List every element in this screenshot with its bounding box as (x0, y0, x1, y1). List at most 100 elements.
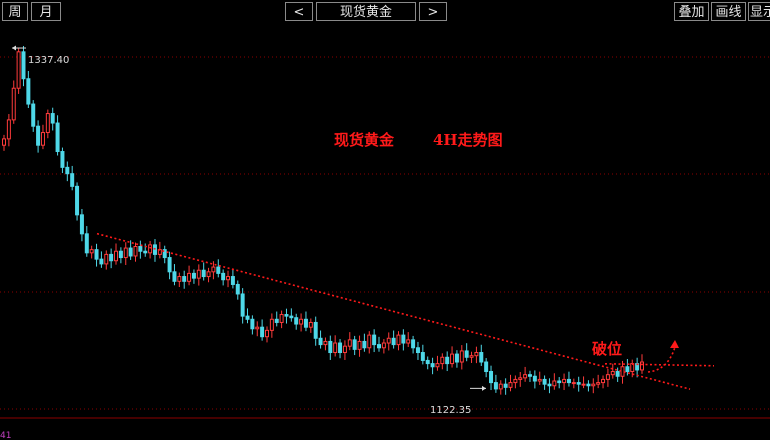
candle-body (425, 359, 430, 365)
candle-body (552, 380, 557, 387)
candle-body (196, 269, 201, 279)
candle (591, 378, 596, 394)
candle-body (274, 318, 279, 323)
candle-body (484, 361, 489, 373)
candle (221, 269, 226, 286)
breakout-arrowhead (670, 340, 679, 348)
candle-body (498, 383, 503, 390)
next-symbol-button[interactable]: > (419, 2, 447, 21)
candle-body (367, 334, 372, 349)
candle-body (547, 383, 552, 387)
candle (70, 165, 75, 191)
candle (6, 114, 11, 147)
candle (425, 356, 430, 370)
max-price-arrowhead (12, 45, 16, 51)
candle (566, 371, 571, 387)
annotation-lines (12, 45, 715, 391)
candle-body (206, 271, 211, 278)
overlay-button[interactable]: 叠加 (674, 2, 709, 21)
week-period-button[interactable]: 周 (2, 2, 28, 21)
candle (123, 242, 128, 266)
candle (303, 311, 308, 332)
candle-body (187, 272, 192, 282)
candle (367, 331, 372, 354)
max-price-label: 1337.40 (28, 55, 69, 66)
candle-body (323, 340, 328, 346)
candle-body (138, 245, 143, 252)
candle (177, 272, 182, 288)
candle (289, 308, 294, 322)
candle-body (566, 378, 571, 384)
candle (362, 333, 367, 352)
candle (523, 366, 528, 382)
candle-body (299, 318, 304, 325)
candle (601, 375, 606, 389)
candle-body (454, 353, 459, 363)
candle-body (50, 113, 55, 124)
candle-body (415, 347, 420, 354)
candle (172, 264, 177, 286)
candle (552, 373, 557, 390)
candle-body (60, 151, 65, 168)
candle-body (279, 314, 284, 323)
candle (299, 313, 304, 332)
candle-body (289, 315, 294, 319)
candle (420, 344, 425, 365)
candle (274, 311, 279, 327)
candle (386, 332, 391, 351)
candle-body (201, 269, 206, 278)
candle-body (523, 374, 528, 379)
candle-body (440, 356, 445, 365)
candle-body (615, 371, 620, 377)
candle-body (94, 249, 99, 260)
candle (40, 124, 45, 150)
candle-body (177, 276, 182, 282)
candle (396, 331, 401, 351)
candle-body (84, 233, 89, 254)
candle-body (313, 321, 318, 339)
draw-line-button[interactable]: 画线 (711, 2, 746, 21)
candle-body (576, 382, 581, 385)
candle (75, 182, 80, 221)
candle (450, 346, 455, 368)
symbol-title-button[interactable]: 现货黄金 (316, 2, 416, 21)
candle-body (601, 378, 606, 384)
candle (138, 240, 143, 259)
candle-body (333, 342, 338, 354)
candle (435, 355, 440, 371)
candle-body (357, 340, 362, 350)
candle-body (610, 371, 615, 376)
candle (128, 240, 133, 260)
candle (562, 373, 567, 391)
candle-body (605, 374, 610, 380)
candle (104, 250, 109, 270)
candle (537, 371, 542, 385)
candle-body (562, 378, 567, 384)
candle (313, 316, 318, 346)
candle (26, 70, 31, 109)
candle-body (226, 276, 231, 281)
candle (245, 308, 250, 324)
candle (318, 330, 323, 349)
chart-title-right: 4H走势图 (433, 131, 503, 149)
candle (391, 330, 396, 349)
candle-body (31, 103, 36, 127)
min-price-arrowhead (482, 385, 486, 391)
candle (557, 377, 562, 389)
grid-lines (0, 56, 770, 419)
candle-body (571, 382, 576, 385)
prev-symbol-button[interactable]: < (285, 2, 313, 21)
candle-body (26, 78, 31, 105)
candle-body (109, 253, 114, 262)
candle (133, 242, 138, 262)
candle (581, 376, 586, 389)
candle-body (182, 276, 187, 282)
candle (16, 47, 21, 94)
candlestick-chart[interactable]: 现货黄金 4H走势图 破位 1337.40 1122.35 41 (0, 22, 770, 440)
candle (11, 80, 16, 124)
candle-body (493, 382, 498, 390)
display-button[interactable]: 显示 (748, 2, 770, 21)
month-period-button[interactable]: 月 (31, 2, 61, 21)
candle-body (75, 185, 80, 216)
candle (333, 335, 338, 357)
